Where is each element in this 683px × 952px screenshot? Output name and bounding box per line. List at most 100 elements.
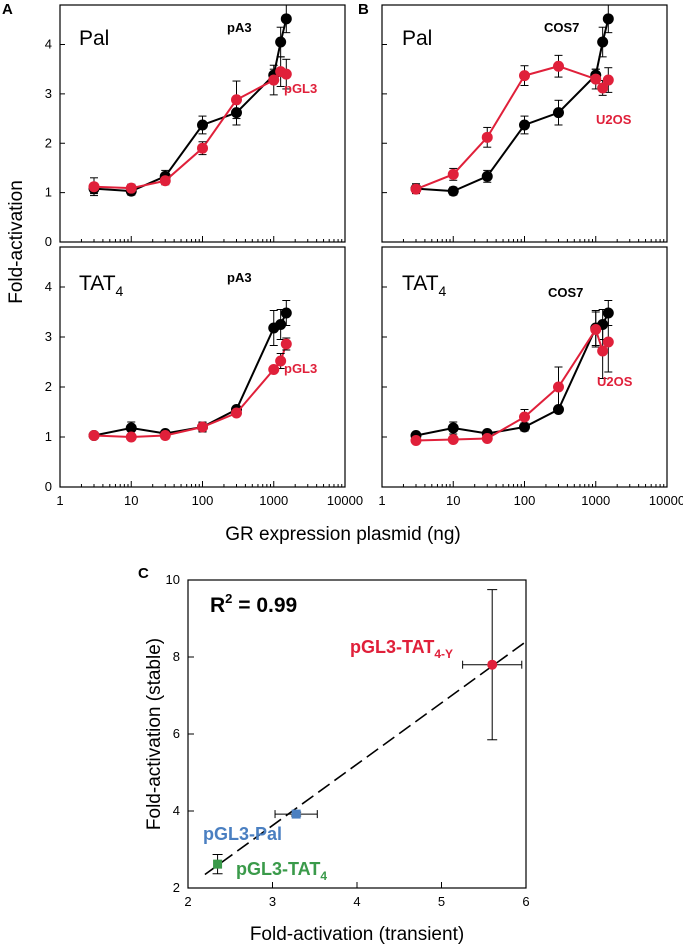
data-point-COS7 <box>447 422 459 434</box>
x-tick-label: 10 <box>446 493 460 508</box>
data-point-pGL3 <box>280 338 292 350</box>
data-point-pGL3 <box>268 74 280 86</box>
data-point-U2OS <box>447 168 459 180</box>
data-point <box>213 859 223 869</box>
data-point-U2OS <box>410 183 422 195</box>
panel-letter: C <box>138 565 149 582</box>
series-label-COS7: COS7 <box>544 20 579 35</box>
y-tick-label: 4 <box>45 37 52 52</box>
data-point-U2OS <box>597 345 609 357</box>
y-tick-label: 0 <box>45 479 52 494</box>
data-point-pGL3 <box>125 182 137 194</box>
series-label-U2OS: U2OS <box>596 112 632 127</box>
panel-C: C 2 3 4 5 6 2 4 6 8 10 Fold-activation (transient) F… <box>138 565 530 945</box>
data-point-pGL3 <box>230 94 242 106</box>
data-point-U2OS <box>481 131 493 143</box>
y-axis-label: Fold-activation (stable) <box>144 638 165 830</box>
data-point-pGL3 <box>275 355 287 367</box>
series-line-U2OS <box>415 65 610 191</box>
y-tick-label: 2 <box>173 880 180 895</box>
y-tick-label: 4 <box>173 803 180 818</box>
x-tick-label: 5 <box>438 894 445 909</box>
x-tick-label: 1 <box>378 493 385 508</box>
series-label-pGL3: pGL3 <box>284 361 317 376</box>
y-tick-label: 6 <box>173 726 180 741</box>
data-point-U2OS <box>602 74 614 86</box>
r-squared-annotation: R2 = 0.99 <box>210 591 297 617</box>
data-point-pA3 <box>197 119 208 131</box>
x-tick-label: 100 <box>192 493 214 508</box>
series-label-U2OS: U2OS <box>597 374 633 389</box>
point-label-subscript: 4 <box>320 869 327 883</box>
series-line-pGL3 <box>93 343 288 439</box>
data-point-U2OS <box>590 324 602 335</box>
series-label-pA3: pA3 <box>227 20 252 35</box>
data-point <box>487 659 498 670</box>
data-point-U2OS <box>410 435 422 446</box>
data-point-pGL3 <box>88 430 100 441</box>
data-point-COS7 <box>602 13 614 25</box>
data-point-U2OS <box>519 70 530 82</box>
data-point-pGL3 <box>159 175 171 187</box>
y-tick-label: 1 <box>45 429 52 444</box>
shared-x-label: GR expression plasmid (ng) <box>225 524 460 545</box>
r-squared-superscript: 2 <box>225 591 232 606</box>
series-label-pGL3: pGL3 <box>284 81 317 96</box>
x-tick-label: 6 <box>522 894 529 909</box>
data-point-U2OS <box>481 433 493 444</box>
data-point-pGL3 <box>268 364 280 375</box>
data-point-U2OS <box>602 336 614 348</box>
panel-letter: B <box>358 1 369 18</box>
y-tick-label: 2 <box>45 135 52 150</box>
r-squared-value: = 0.99 <box>232 594 297 617</box>
x-tick-label: 100 <box>514 493 536 508</box>
y-tick-label: 8 <box>173 649 180 664</box>
x-axis-label: Fold-activation (transient) <box>250 924 464 945</box>
series-line-COS7 <box>415 18 610 193</box>
x-tick-label: 4 <box>353 894 360 909</box>
series-line-COS7 <box>415 312 610 437</box>
x-tick-label: 1000 <box>581 493 610 508</box>
y-tick-label: 3 <box>45 329 52 344</box>
data-point-COS7 <box>597 36 609 48</box>
panel-B-top: B Pal COS7 U2OS <box>358 1 668 243</box>
x-tick-label: 1000 <box>259 493 288 508</box>
data-point-pA3 <box>280 13 292 25</box>
x-tick-label: 10000 <box>649 493 683 508</box>
point-label: pGL3-Pal <box>203 824 282 844</box>
panel-A-top: 0 1 2 3 4 A Pal pA3 pGL3 <box>2 1 346 249</box>
series-label-COS7: COS7 <box>548 285 583 300</box>
series-line-U2OS <box>415 327 610 442</box>
data-point-pA3 <box>275 319 287 330</box>
panel-B-bottom: 1 10 100 1000 10000 TAT4 COS7 U2OS <box>378 246 683 508</box>
y-tick-label: 2 <box>45 379 52 394</box>
fit-line <box>204 640 527 876</box>
series-line-pA3 <box>93 18 288 193</box>
y-tick-label: 1 <box>45 185 52 200</box>
series-label-pA3: pA3 <box>227 270 252 285</box>
data-point <box>291 809 301 819</box>
y-tick-label: 3 <box>45 86 52 101</box>
data-point-pGL3 <box>159 430 171 441</box>
x-tick-label: 10 <box>124 493 138 508</box>
data-point-U2OS <box>519 411 530 423</box>
point-label: pGL3-TAT4 <box>236 859 327 883</box>
panel-title-subscript: 4 <box>116 283 124 299</box>
x-tick-label: 1 <box>56 493 63 508</box>
panel-title: Pal <box>402 27 432 50</box>
data-point-pGL3 <box>197 142 208 154</box>
data-point-COS7 <box>519 119 530 131</box>
data-point-pA3 <box>125 422 137 434</box>
point-label-subscript: 4-Y <box>434 647 453 661</box>
data-point-pA3 <box>280 307 292 319</box>
data-point-U2OS <box>552 381 564 393</box>
data-point-COS7 <box>481 170 493 182</box>
data-point-pGL3 <box>197 421 208 433</box>
y-tick-label: 10 <box>166 572 180 587</box>
panel-title: TAT4 <box>402 272 447 299</box>
data-point-COS7 <box>552 107 564 119</box>
data-point-pGL3 <box>230 407 242 419</box>
panel-title-subscript: 4 <box>439 283 447 299</box>
